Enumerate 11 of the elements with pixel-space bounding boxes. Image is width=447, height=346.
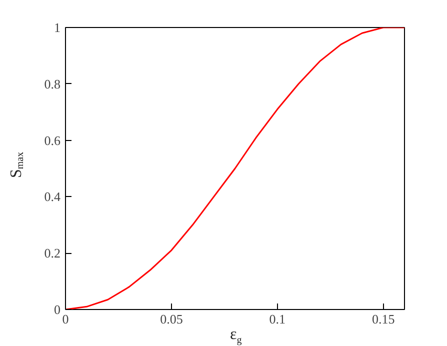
x-tick-label: 0.1 [269, 312, 286, 326]
x-tick-label: 0.05 [160, 312, 183, 326]
x-tick-label: 0.15 [372, 312, 395, 326]
y-tick-label: 0.2 [44, 246, 60, 261]
y-tick-label: 0.4 [44, 189, 61, 204]
line-series [66, 28, 404, 310]
x-axis-title: ε$_{g}$ [230, 326, 242, 346]
y-tick-label: 1 [54, 20, 60, 35]
y-tick-label: 0 [54, 302, 60, 317]
y-tick-label: 0.8 [44, 76, 60, 92]
y-tick-label: 0.6 [44, 132, 61, 148]
